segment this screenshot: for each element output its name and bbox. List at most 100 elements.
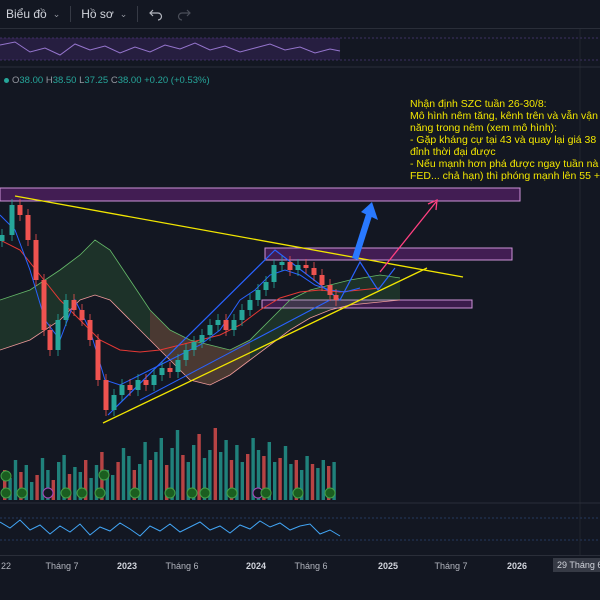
volume-bar — [13, 460, 18, 500]
toolbar-divider — [137, 6, 139, 22]
annotation-line: Nhận định SZC tuần 26-30/8: — [410, 98, 547, 110]
volume-bar — [105, 470, 109, 500]
candle-body — [167, 368, 173, 372]
candle-body — [143, 380, 149, 385]
candle-body — [295, 265, 301, 270]
top-toolbar: Biểu đồ ⌄ Hồ sơ ⌄ — [0, 0, 600, 29]
volume-bar — [251, 438, 255, 500]
volume-bar — [138, 464, 142, 500]
candle-body — [327, 285, 333, 295]
time-label: 2025 — [377, 561, 399, 571]
close-value: 38.00 — [117, 75, 142, 86]
volume-bar — [294, 460, 298, 500]
open-key: O — [12, 75, 20, 86]
top-indicator-line — [0, 41, 341, 56]
volume-bar — [283, 446, 288, 500]
candle-body — [271, 265, 277, 282]
volume-bar — [30, 482, 34, 500]
undo-icon — [149, 9, 163, 21]
open-value: 38.00 — [19, 75, 44, 86]
flag-icon — [0, 470, 12, 482]
candle-body — [135, 380, 141, 390]
time-axis[interactable]: 22 Tháng 7 2023 Tháng 6 2024 Tháng 6 202… — [0, 555, 600, 578]
annotation-line: FED... chả hạn) thì phóng mạnh lên 55 + — [410, 170, 600, 182]
channel-drawing[interactable] — [107, 249, 396, 416]
volume-bar — [143, 442, 147, 500]
price-chart-canvas[interactable] — [0, 29, 600, 555]
volume-bar — [273, 462, 277, 500]
flag-icon — [324, 487, 336, 499]
candle-body — [33, 240, 39, 280]
volume-bar — [262, 456, 266, 500]
flag-icon — [60, 487, 72, 499]
volume-bar — [8, 478, 12, 500]
support-zone[interactable] — [261, 299, 473, 309]
profile-menu-button[interactable]: Hồ sơ ⌄ — [75, 0, 133, 28]
volume-bar — [229, 460, 234, 500]
volume-bar — [127, 456, 131, 500]
analysis-text-note[interactable]: Nhận định SZC tuần 26-30/8: Mô hình nêm … — [410, 98, 600, 182]
redo-button[interactable] — [170, 0, 198, 28]
volume-bar — [278, 458, 282, 500]
low-value: 37.25 — [84, 75, 109, 86]
volume-bar — [84, 460, 88, 500]
candle-body — [47, 330, 53, 350]
annotation-line: Mô hình nêm tăng, kênh trên và vẫn vận — [410, 110, 598, 122]
candle-body — [223, 320, 229, 330]
flag-icon — [0, 487, 12, 499]
volume-bar — [51, 480, 55, 500]
high-key: H — [45, 75, 53, 86]
volume-bar — [213, 428, 217, 500]
time-label: 22 — [0, 561, 12, 571]
chevron-down-icon: ⌄ — [119, 8, 128, 19]
candle-body — [71, 300, 77, 310]
candle-body — [231, 320, 237, 330]
volume-bar — [159, 438, 163, 500]
time-label: 2024 — [245, 561, 267, 571]
chart-menu-button[interactable]: Biểu đồ ⌄ — [0, 0, 66, 28]
event-markers[interactable] — [0, 469, 336, 499]
volume-bar — [154, 452, 158, 500]
volume-bar — [321, 460, 325, 500]
flag-icon — [129, 487, 141, 499]
volume-bar — [3, 470, 7, 500]
ichimoku-span-b — [0, 294, 401, 386]
candle-body — [239, 310, 245, 320]
annotation-line: - Gặp kháng cự tại 43 và quay lại giá 38 — [410, 134, 597, 146]
lower-trendline[interactable] — [102, 267, 428, 424]
pink-forecast-arrow[interactable] — [379, 198, 438, 273]
candle-body — [263, 282, 269, 290]
volume-bar — [78, 472, 82, 500]
flag-icon — [42, 487, 54, 499]
time-label: 2023 — [116, 561, 138, 571]
candle-body — [303, 265, 309, 268]
candle-body — [311, 268, 317, 275]
volume-bar — [202, 458, 207, 500]
upper-trendline[interactable] — [14, 195, 464, 278]
flag-icon — [94, 487, 106, 499]
volume-bar — [316, 468, 320, 500]
time-label: Tháng 7 — [45, 561, 79, 571]
flag-icon — [292, 487, 304, 499]
candle-body — [183, 350, 189, 360]
resistance-zone-top[interactable] — [0, 187, 521, 202]
profile-menu-label: Hồ sơ — [81, 7, 114, 21]
volume-bar — [111, 475, 115, 500]
candle-body — [279, 262, 285, 265]
moving-average-blue — [0, 214, 361, 386]
blue-forecast-arrow[interactable] — [352, 202, 378, 260]
candle-body — [215, 320, 221, 325]
volume-bar — [165, 465, 169, 500]
volume-bar — [208, 450, 212, 500]
volume-bar — [235, 445, 239, 500]
volume-bars — [3, 428, 336, 500]
ohlc-legend: O38.00 H38.50 L37.25 C38.00 +0.20 (+0.53… — [4, 75, 210, 86]
candle-body — [255, 290, 261, 300]
annotation-line: - Nếu mạnh hơn phá được ngay tuần nà — [410, 158, 599, 170]
resistance-zone-mid[interactable] — [264, 247, 513, 261]
channel-lower-edge — [139, 299, 331, 401]
undo-button[interactable] — [142, 0, 170, 28]
volume-bar — [246, 454, 250, 500]
volume-bar — [89, 478, 93, 500]
chevron-down-icon: ⌄ — [52, 8, 61, 19]
